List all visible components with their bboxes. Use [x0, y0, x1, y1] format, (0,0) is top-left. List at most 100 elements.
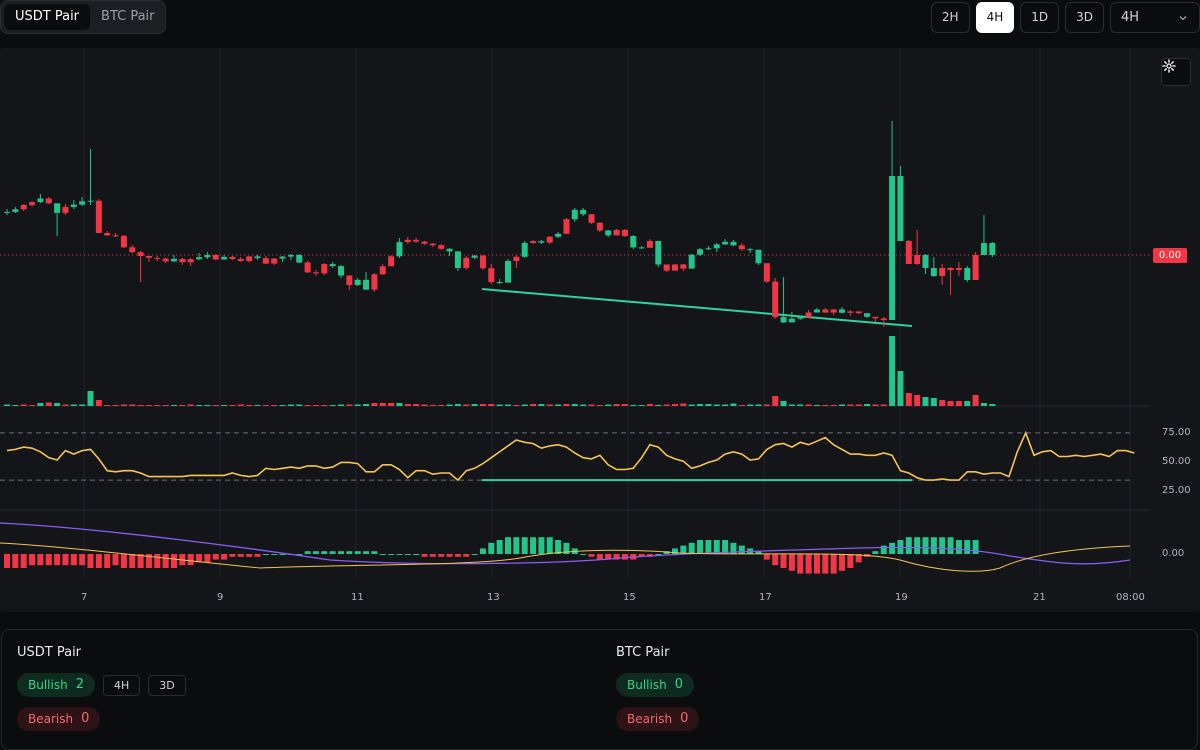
volume-bar	[287, 404, 294, 406]
candle-body	[755, 249, 762, 264]
volume-bar	[296, 404, 303, 406]
timeframe-group: 2H 4H 1D 3D 4H	[930, 2, 1200, 33]
btc-bullish-badge[interactable]: Bullish 0	[616, 673, 694, 697]
candle-body	[212, 255, 219, 260]
volume-bar	[196, 405, 203, 406]
candle-body	[980, 243, 987, 255]
macd-line	[0, 542, 1131, 572]
candle-body	[321, 264, 328, 274]
x-tick-21: 21	[1033, 592, 1046, 603]
candle-body	[763, 263, 770, 282]
tab-btc-pair[interactable]: BTC Pair	[101, 9, 155, 24]
candle-body	[638, 247, 645, 249]
volume-bar	[154, 405, 161, 406]
price-chart[interactable]: 0.00 75.00 50.00 25.00 0.00 7 9 11 13 15…	[0, 48, 1200, 612]
volume-bar	[755, 404, 762, 406]
candle-body	[338, 266, 344, 276]
candle-body	[413, 239, 420, 242]
usdt-bullish-timeframe-3d[interactable]: 3D	[148, 674, 186, 696]
volume-bar	[446, 404, 453, 406]
btc-bearish-row: Bearish 0	[616, 707, 700, 731]
macd-histogram-bar	[279, 554, 286, 555]
volume-bar	[438, 405, 445, 406]
macd-histogram-bar	[413, 554, 420, 555]
candle-body	[947, 268, 954, 270]
candle-body	[722, 241, 729, 245]
timeframe-1d-button[interactable]: 1D	[1020, 2, 1060, 33]
usdt-pair-title: USDT Pair	[17, 645, 82, 660]
macd-histogram-bar	[688, 542, 695, 554]
volume-bar	[312, 405, 319, 406]
bullish-label: Bullish	[28, 678, 68, 692]
candle-body	[646, 241, 653, 248]
candle-body	[237, 259, 244, 261]
macd-histogram-bar	[229, 554, 236, 557]
rsi-axis-label-50: 50.00	[1162, 456, 1191, 467]
candle-body	[580, 209, 587, 215]
macd-histogram-bar	[588, 554, 595, 557]
bullish-count: 0	[674, 677, 683, 692]
volume-bar	[363, 404, 370, 406]
macd-histogram-bar	[12, 554, 19, 568]
volume-bar	[145, 405, 152, 406]
candle-body	[254, 256, 261, 259]
btc-bearish-badge[interactable]: Bearish 0	[616, 707, 700, 731]
volume-bar	[580, 404, 587, 406]
volume-bar	[605, 404, 612, 406]
volume-bar	[939, 400, 946, 406]
volume-bar	[555, 404, 562, 406]
candle-body	[738, 245, 745, 250]
macd-histogram-bar	[705, 540, 712, 554]
bullish-count: 2	[75, 677, 84, 692]
macd-histogram-bar	[488, 542, 495, 554]
macd-histogram-bar	[254, 554, 261, 557]
tab-usdt-pair[interactable]: USDT Pair	[4, 4, 91, 30]
candle-body	[120, 235, 127, 248]
volume-bar	[880, 404, 887, 406]
macd-histogram-bar	[304, 551, 311, 554]
macd-histogram-bar	[621, 554, 628, 560]
candle-body	[363, 279, 370, 290]
volume-bar	[338, 404, 344, 406]
usdt-bullish-timeframe-4h[interactable]: 4H	[102, 674, 141, 696]
macd-histogram-bar	[663, 551, 670, 554]
macd-histogram-bar	[338, 551, 344, 554]
candle-body	[45, 198, 52, 204]
volume-bar	[454, 404, 461, 406]
macd-histogram-bar	[246, 554, 253, 557]
volume-bar	[421, 404, 428, 406]
macd-signal-line	[0, 522, 1131, 565]
volume-bar	[889, 336, 896, 406]
volume-bar	[212, 405, 219, 406]
candle-body	[530, 241, 537, 243]
volume-bar	[404, 404, 411, 406]
volume-bar	[905, 393, 912, 406]
timeframe-2h-button[interactable]: 2H	[930, 2, 970, 33]
timeframe-4h-button[interactable]: 4H	[975, 2, 1015, 33]
candle-body	[847, 311, 854, 313]
volume-bar	[112, 405, 119, 406]
volume-bar	[797, 404, 804, 406]
usdt-bullish-row: Bullish 2 4H 3D	[17, 673, 186, 697]
macd-histogram-bar	[388, 554, 395, 555]
macd-histogram-bar	[605, 554, 612, 560]
btc-pair-title: BTC Pair	[616, 645, 670, 660]
chart-canvas[interactable]	[0, 48, 1200, 612]
chart-settings-button[interactable]	[1161, 58, 1191, 86]
candle-body	[346, 275, 353, 285]
candle-body	[388, 256, 395, 267]
macd-histogram-bar	[930, 537, 937, 554]
macd-histogram-bar	[271, 554, 278, 555]
macd-histogram-bar	[312, 551, 319, 554]
volume-bar	[471, 404, 478, 406]
candle-body	[187, 259, 194, 263]
usdt-bearish-badge[interactable]: Bearish 0	[17, 707, 101, 731]
candle-body	[663, 264, 670, 271]
timeframe-select[interactable]: 4H	[1110, 2, 1200, 33]
candle-body	[429, 243, 436, 246]
macd-histogram-bar	[680, 545, 687, 554]
candle-body	[329, 264, 336, 267]
volume-bar	[772, 396, 779, 406]
timeframe-3d-button[interactable]: 3D	[1065, 2, 1104, 33]
usdt-bullish-badge[interactable]: Bullish 2	[17, 673, 95, 697]
